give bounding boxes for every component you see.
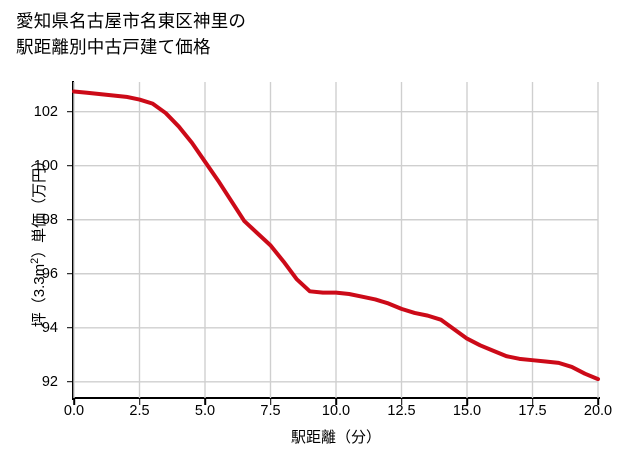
x-tick-mark — [531, 399, 534, 405]
y-tick-label: 100 — [33, 157, 58, 174]
x-tick-mark — [138, 399, 141, 405]
x-tick-label: 2.5 — [129, 403, 150, 419]
x-tick-mark — [269, 399, 272, 405]
y-tick-mark — [66, 110, 73, 113]
y-tick-mark — [66, 272, 73, 275]
x-axis-spine — [72, 397, 600, 400]
y-tick-label: 102 — [33, 103, 58, 120]
y-axis-spine — [72, 81, 75, 400]
x-tick-mark — [335, 399, 337, 405]
x-tick-mark — [73, 399, 75, 405]
x-tick-label: 15.0 — [452, 403, 482, 419]
x-tick-label: 17.5 — [518, 403, 547, 419]
chart-canvas — [72, 82, 600, 398]
x-tick-label: 10.0 — [321, 403, 351, 419]
data-line-series — [72, 89, 600, 382]
x-tick-mark — [597, 399, 599, 405]
chart-title: 愛知県名古屋市名東区神里の 駅距離別中古戸建て価格 — [16, 11, 247, 57]
x-tick-mark — [204, 399, 206, 405]
x-axis-label: 駅距離（分） — [290, 429, 381, 446]
y-tick-label: 96 — [41, 265, 58, 282]
y-tick-mark — [66, 326, 73, 329]
y-tick-mark — [66, 164, 73, 167]
y-axis-label-wrapper: 坪（3.3m2）単価（万円） — [22, 82, 56, 398]
vertical-gridlines — [73, 82, 599, 398]
y-axis-label: 坪（3.3m2）単価（万円） — [29, 152, 48, 328]
x-tick-label: 7.5 — [260, 403, 281, 419]
x-tick-mark — [466, 399, 468, 405]
plot-area — [72, 82, 600, 398]
y-tick-label: 94 — [41, 319, 58, 336]
x-tick-mark — [400, 399, 403, 405]
x-tick-label: 5.0 — [194, 403, 216, 419]
x-tick-label: 0.0 — [63, 403, 85, 419]
y-tick-label: 98 — [41, 211, 58, 228]
y-tick-mark — [66, 218, 73, 221]
x-tick-label: 12.5 — [387, 403, 416, 419]
x-tick-label: 20.0 — [583, 403, 613, 419]
y-tick-label: 92 — [41, 373, 58, 390]
y-tick-mark — [66, 380, 73, 383]
